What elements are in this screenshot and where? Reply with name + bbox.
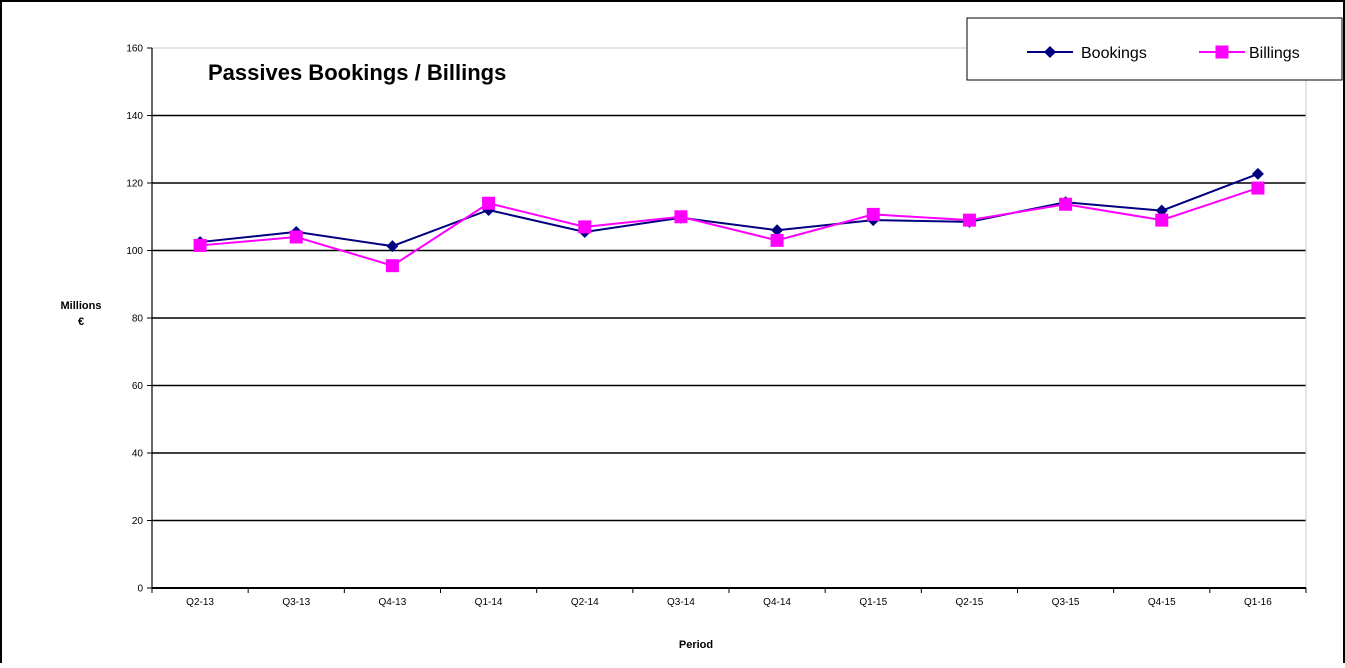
y-tick-label: 60 bbox=[132, 381, 144, 392]
series-billings bbox=[193, 181, 1265, 273]
x-tick-label: Q2-14 bbox=[571, 597, 599, 608]
legend-box bbox=[966, 17, 1343, 81]
data-point-billings bbox=[482, 196, 496, 210]
series-lines bbox=[193, 167, 1265, 273]
x-tick-label: Q3-13 bbox=[282, 597, 310, 608]
data-point-billings bbox=[770, 233, 784, 247]
series-line-billings bbox=[199, 187, 1259, 267]
legend-item-billings: Billings bbox=[1199, 45, 1300, 62]
y-axis-label-line1: Millions bbox=[61, 300, 102, 312]
data-point-billings bbox=[289, 230, 303, 244]
data-point-billings bbox=[962, 213, 976, 227]
x-tick-labels: Q2-13 Q3-13 Q4-13 Q1-14 Q2-14 Q3-14 Q4-14 Q1-15… bbox=[186, 597, 1272, 608]
y-tick-label: 120 bbox=[126, 179, 143, 190]
data-point-bookings bbox=[771, 224, 784, 237]
legend-marker-bookings bbox=[1044, 46, 1056, 58]
series-line-bookings bbox=[199, 172, 1259, 248]
data-point-bookings bbox=[386, 240, 399, 253]
y-tick-label: 100 bbox=[126, 246, 143, 257]
x-axis-label: Period bbox=[679, 639, 713, 651]
data-point-bookings bbox=[1251, 167, 1264, 180]
y-tick-label: 160 bbox=[126, 44, 143, 55]
legend: Bookings Billings bbox=[966, 17, 1343, 81]
data-point-billings bbox=[1155, 213, 1169, 227]
y-tick-label: 0 bbox=[137, 584, 143, 595]
y-tick-label: 80 bbox=[132, 314, 144, 325]
legend-item-bookings: Bookings bbox=[1027, 45, 1147, 62]
axes bbox=[147, 47, 1307, 593]
x-tick-label: Q4-14 bbox=[763, 597, 791, 608]
x-tick-label: Q1-14 bbox=[475, 597, 503, 608]
x-tick-label: Q2-15 bbox=[956, 597, 984, 608]
legend-label-bookings: Bookings bbox=[1081, 45, 1147, 62]
legend-marker-billings bbox=[1215, 45, 1229, 59]
y-tick-labels: 0 20 40 60 80 100 120 140 160 bbox=[126, 44, 143, 595]
data-point-billings bbox=[1059, 197, 1073, 211]
y-axis-label-line2: € bbox=[78, 316, 84, 328]
data-point-billings bbox=[674, 210, 688, 224]
x-tick-label: Q1-16 bbox=[1244, 597, 1272, 608]
chart-title: Passives Bookings / Billings bbox=[208, 60, 506, 85]
data-point-billings bbox=[385, 259, 399, 273]
y-tick-label: 20 bbox=[132, 516, 144, 527]
x-tick-label: Q4-13 bbox=[379, 597, 407, 608]
x-tick-label: Q4-15 bbox=[1148, 597, 1176, 608]
x-tick-label: Q2-13 bbox=[186, 597, 214, 608]
data-point-billings bbox=[1251, 181, 1265, 195]
data-point-billings bbox=[193, 238, 207, 252]
data-point-billings bbox=[866, 207, 880, 221]
y-tick-label: 40 bbox=[132, 449, 144, 460]
x-tick-label: Q1-15 bbox=[859, 597, 887, 608]
data-point-billings bbox=[578, 220, 592, 234]
x-tick-label: Q3-15 bbox=[1052, 597, 1080, 608]
y-tick-label: 140 bbox=[126, 111, 143, 122]
legend-label-billings: Billings bbox=[1249, 45, 1300, 62]
x-tick-label: Q3-14 bbox=[667, 597, 695, 608]
